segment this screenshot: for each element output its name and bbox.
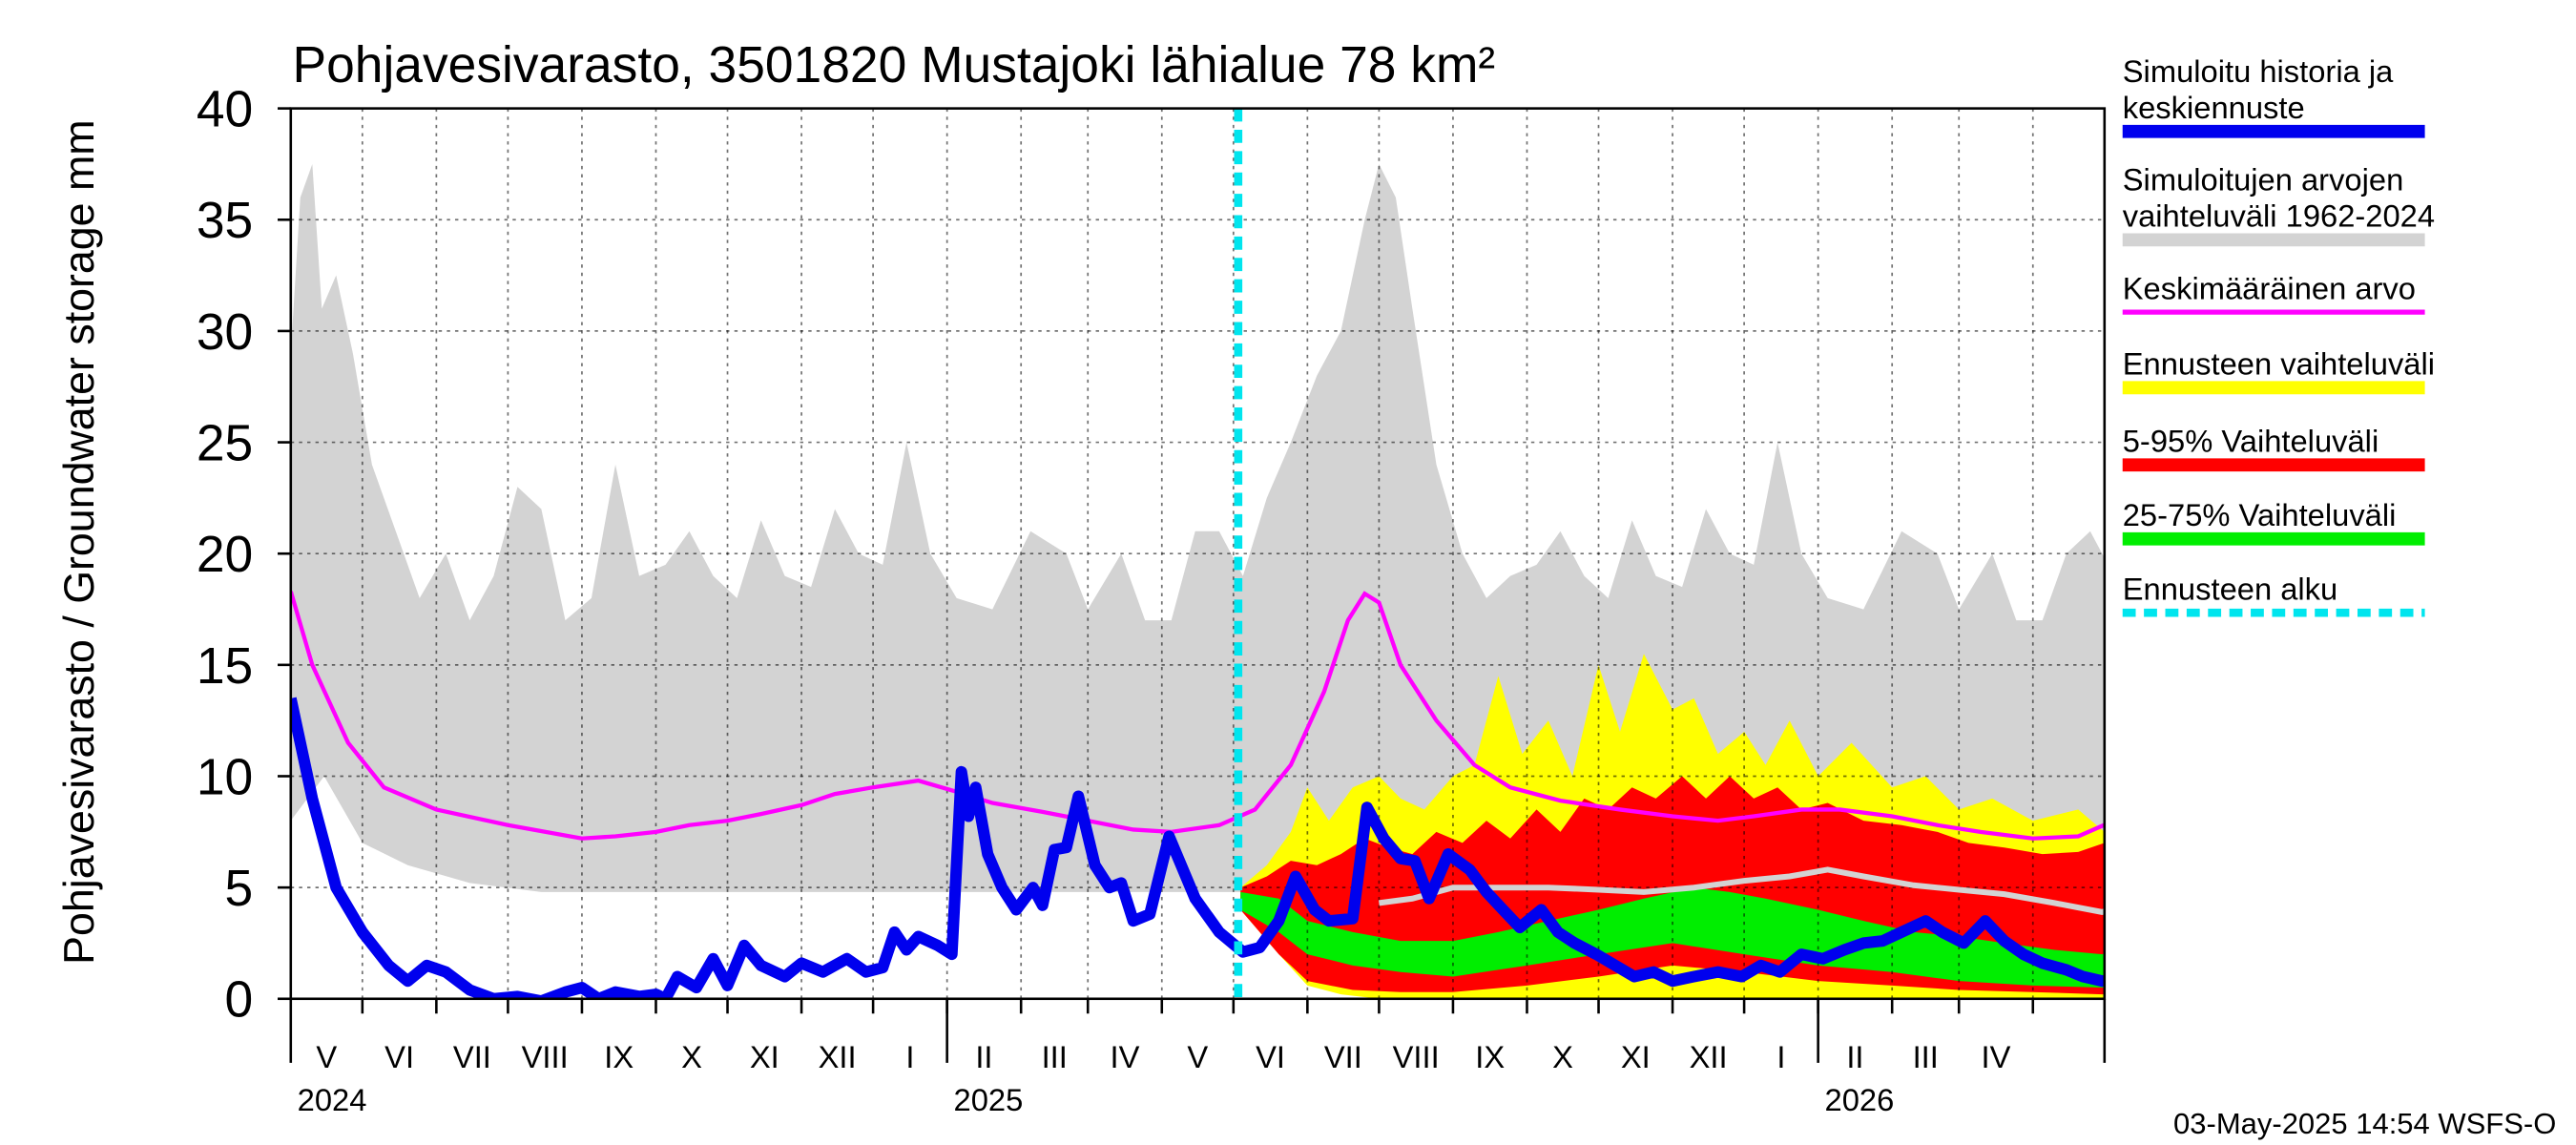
- y-axis-label: Pohjavesivarasto / Groundwater storage m…: [55, 119, 103, 964]
- legend: Simuloitu historia jakeskiennusteSimuloi…: [2122, 53, 2435, 617]
- legend-label: vaihteluväli 1962-2024: [2123, 198, 2435, 234]
- x-month-label: VI: [384, 1039, 414, 1074]
- series-history: [290, 697, 2105, 999]
- y-tick-label: 30: [197, 304, 253, 361]
- legend-item: Keskimääräinen arvo: [2122, 270, 2425, 315]
- y-tick-label: 15: [197, 638, 253, 695]
- x-month-label: VI: [1256, 1039, 1285, 1074]
- legend-label: 5-95% Vaihteluväli: [2123, 423, 2379, 458]
- x-month-label: VII: [453, 1039, 491, 1074]
- x-month-label: IV: [1982, 1039, 2011, 1074]
- y-tick-label: 10: [197, 749, 253, 805]
- x-month-label: I: [905, 1039, 914, 1074]
- legend-label: 25-75% Vaihteluväli: [2123, 497, 2397, 532]
- series-median-forecast: [1378, 866, 2105, 915]
- x-month-label: II: [1846, 1039, 1863, 1074]
- legend-label: Ennusteen vaihteluväli: [2123, 346, 2435, 382]
- band-simuloitujen-arvojen-vaihteluv-li-1962-2024: [290, 163, 2105, 910]
- x-month-label: IX: [604, 1039, 634, 1074]
- x-year-label: 2026: [1825, 1082, 1895, 1117]
- legend-item: 5-95% Vaihteluväli: [2122, 423, 2425, 472]
- y-tick-label: 0: [224, 972, 253, 1029]
- plot-lines: [290, 108, 2105, 999]
- x-month-label: X: [681, 1039, 702, 1074]
- x-month-label: IX: [1475, 1039, 1505, 1074]
- footer-timestamp: 03-May-2025 14:54 WSFS-O: [2173, 1107, 2556, 1140]
- legend-label: Simuloitu historia ja: [2123, 53, 2394, 89]
- y-tick-label: 5: [224, 861, 253, 917]
- legend-item: Ennusteen alku: [2122, 571, 2425, 617]
- x-month-label: XI: [1621, 1039, 1651, 1074]
- x-year-label: 2025: [954, 1082, 1024, 1117]
- x-month-label: X: [1552, 1039, 1573, 1074]
- x-month-label: I: [1776, 1039, 1785, 1074]
- y-tick-label: 40: [197, 82, 253, 138]
- x-month-label: III: [1913, 1039, 1939, 1074]
- x-month-label: VIII: [1393, 1039, 1440, 1074]
- legend-label: keskiennuste: [2123, 90, 2305, 125]
- x-axis: V VI VII VIII IX X XI XII I II III IV V VI VII VIII IX X X…: [289, 998, 2107, 1117]
- legend-label: Keskimääräinen arvo: [2123, 270, 2416, 305]
- series-mean: [290, 591, 2105, 841]
- chart-title: Pohjavesivarasto, 3501820 Mustajoki lähi…: [293, 37, 1496, 94]
- x-month-label: VIII: [522, 1039, 569, 1074]
- y-axis-ticks: 0 5 10 15 20 25 30 35 40: [197, 82, 291, 1029]
- legend-label: Ennusteen alku: [2123, 571, 2337, 606]
- x-month-label: II: [975, 1039, 992, 1074]
- y-tick-label: 25: [197, 415, 253, 471]
- x-month-label: V: [1187, 1039, 1208, 1074]
- legend-label: Simuloitujen arvojen: [2123, 162, 2404, 198]
- legend-item: 25-75% Vaihteluväli: [2122, 497, 2425, 546]
- plot-fills: [290, 163, 2105, 999]
- y-tick-label: 35: [197, 193, 253, 249]
- legend-item: Ennusteen vaihteluväli: [2122, 346, 2435, 395]
- x-month-label: V: [316, 1039, 337, 1074]
- x-year-label: 2024: [298, 1082, 367, 1117]
- x-month-label: XI: [750, 1039, 779, 1074]
- x-month-label: III: [1042, 1039, 1068, 1074]
- x-month-label: XII: [1690, 1039, 1728, 1074]
- y-tick-label: 20: [197, 527, 253, 583]
- x-month-label: VII: [1324, 1039, 1362, 1074]
- band-25-75-vaihteluv-li: [1240, 887, 2105, 989]
- x-month-label: IV: [1111, 1039, 1140, 1074]
- x-month-label: XII: [819, 1039, 857, 1074]
